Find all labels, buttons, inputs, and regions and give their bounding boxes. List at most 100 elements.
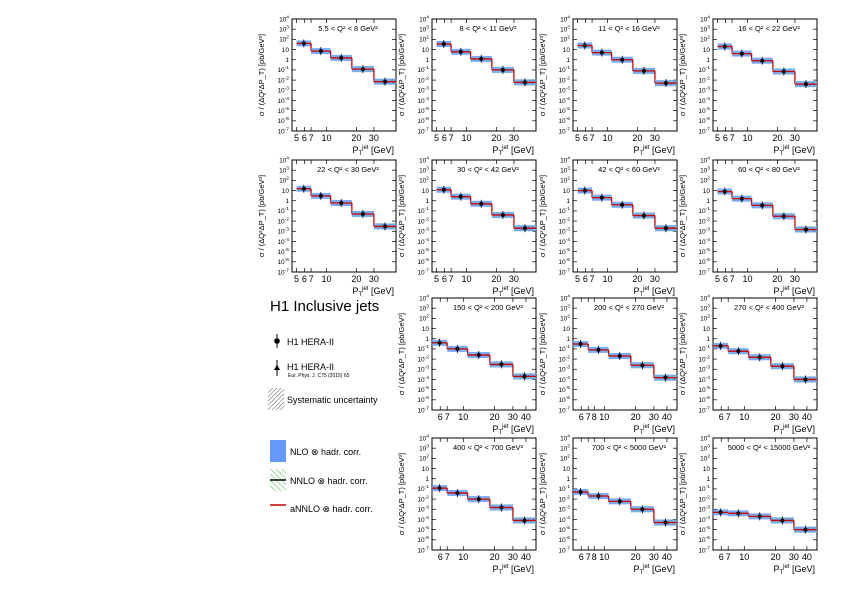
y-tick-label: 10-5 (277, 247, 289, 256)
x-tick-label: 5 (294, 274, 299, 284)
y-axis-label: σ / (ΔQ²ΔP_T) [pb/GeV³] (538, 453, 547, 535)
data-point (441, 42, 446, 47)
data-point (582, 43, 587, 48)
data-point (522, 226, 527, 231)
y-tick-label: 10-6 (417, 395, 429, 404)
x-tick-label: 7 (445, 552, 450, 562)
panel-title: 150 < Q² < 200 GeV² (453, 303, 524, 312)
y-tick-label: 102 (419, 176, 429, 185)
data-point (437, 340, 442, 345)
panel-10: 10-710-610-510-410-310-210-1110102103104… (538, 293, 678, 436)
x-tick-label: 6 (302, 133, 307, 143)
x-axis-label: PTjet [GeV] (773, 564, 815, 576)
data-point (500, 67, 505, 72)
y-axis-label: σ / (ΔQ²ΔP_T) [pb/GeV³] (257, 34, 266, 116)
y-tick-label: 10-4 (417, 237, 429, 246)
y-tick-label: 10-3 (277, 227, 289, 236)
y-tick-label: 10 (422, 47, 430, 54)
y-tick-label: 10-1 (417, 206, 429, 215)
y-tick-label: 103 (560, 303, 570, 312)
data-point (318, 49, 323, 54)
y-tick-label: 10-1 (698, 344, 710, 353)
y-tick-label: 10-4 (558, 237, 570, 246)
x-tick-label: 20 (771, 552, 781, 562)
y-tick-label: 10-3 (558, 505, 570, 514)
y-tick-label: 102 (700, 176, 710, 185)
data-point (641, 68, 646, 73)
x-tick-label: 20 (772, 274, 782, 284)
y-tick-label: 10-1 (698, 65, 710, 74)
data-point (360, 211, 365, 216)
data-point (318, 193, 323, 198)
data-point (722, 44, 727, 49)
x-tick-label: 5 (434, 133, 439, 143)
y-axis-label: σ / (ΔQ²ΔP_T) [pb/GeV³] (678, 34, 687, 116)
x-axis-label: PTjet [GeV] (492, 424, 534, 436)
y-tick-label: 10-5 (558, 385, 570, 394)
y-tick-label: 10-1 (558, 206, 570, 215)
x-tick-label: 6 (723, 133, 728, 143)
x-tick-label: 20 (351, 133, 361, 143)
x-tick-label: 6 (442, 274, 447, 284)
y-tick-label: 10-3 (698, 86, 710, 95)
data-point (382, 224, 387, 229)
data-point (617, 354, 622, 359)
y-tick-label: 10-4 (417, 515, 429, 524)
y-tick-label: 10-1 (558, 344, 570, 353)
y-tick-label: 102 (560, 176, 570, 185)
y-tick-label: 10-5 (277, 106, 289, 115)
data-point (479, 201, 484, 206)
y-tick-label: 10-5 (698, 385, 710, 394)
x-tick-label: 40 (521, 412, 531, 422)
data-point (620, 57, 625, 62)
x-axis-label: PTjet [GeV] (773, 145, 815, 157)
panel-3: 10-710-610-510-410-3 10-210-11 10 102 103104… (538, 14, 678, 157)
x-tick-label: 7 (445, 412, 450, 422)
x-axis-label: PTjet [GeV] (492, 286, 534, 298)
y-tick-label: 10 (422, 466, 430, 473)
y-tick-label: 103 (560, 24, 570, 33)
y-tick-label: 10 (703, 47, 711, 54)
y-tick-label: 10-7 (558, 126, 570, 135)
y-tick-label: 1 (566, 336, 570, 343)
data-point (500, 212, 505, 217)
y-tick-label: 10 (703, 326, 711, 333)
x-tick-label: 7 (590, 133, 595, 143)
data-point (458, 194, 463, 199)
x-tick-label: 30 (649, 552, 659, 562)
data-point (479, 56, 484, 61)
y-tick-label: 102 (700, 454, 710, 463)
x-tick-label: 40 (662, 412, 672, 422)
y-tick-label: 10-5 (558, 106, 570, 115)
y-tick-label: 1 (566, 198, 570, 205)
y-tick-label: 10-1 (558, 484, 570, 493)
data-point (437, 486, 442, 491)
y-tick-label: 103 (279, 24, 289, 33)
y-tick-label: 10-7 (698, 267, 710, 276)
data-point (739, 51, 744, 56)
x-tick-label: 10 (742, 133, 752, 143)
x-tick-label: 20 (631, 412, 641, 422)
panel-8: 10-710-610-510-410-3 10-210-11 10 102 103104… (678, 155, 818, 298)
y-tick-label: 102 (700, 35, 710, 44)
panel-title: 5000 < Q² < 15000 GeV² (728, 443, 811, 452)
y-tick-label: 1 (566, 57, 570, 64)
data-point-triangle-icon (274, 360, 280, 376)
data-point (458, 49, 463, 54)
y-tick-label: 102 (279, 35, 289, 44)
y-tick-label: 10-7 (277, 267, 289, 276)
y-tick-label: 10-2 (417, 494, 429, 503)
x-tick-label: 7 (730, 274, 735, 284)
y-tick-label: 103 (560, 165, 570, 174)
x-tick-label: 10 (739, 552, 749, 562)
x-tick-label: 30 (509, 274, 519, 284)
data-point (760, 58, 765, 63)
plot-frame (431, 297, 537, 411)
y-tick-label: 103 (419, 24, 429, 33)
x-tick-label: 7 (586, 412, 591, 422)
y-tick-label: 10-6 (277, 116, 289, 125)
x-tick-label: 6 (442, 133, 447, 143)
x-tick-label: 10 (602, 274, 612, 284)
data-point (781, 214, 786, 219)
y-tick-label: 104 (279, 14, 289, 23)
